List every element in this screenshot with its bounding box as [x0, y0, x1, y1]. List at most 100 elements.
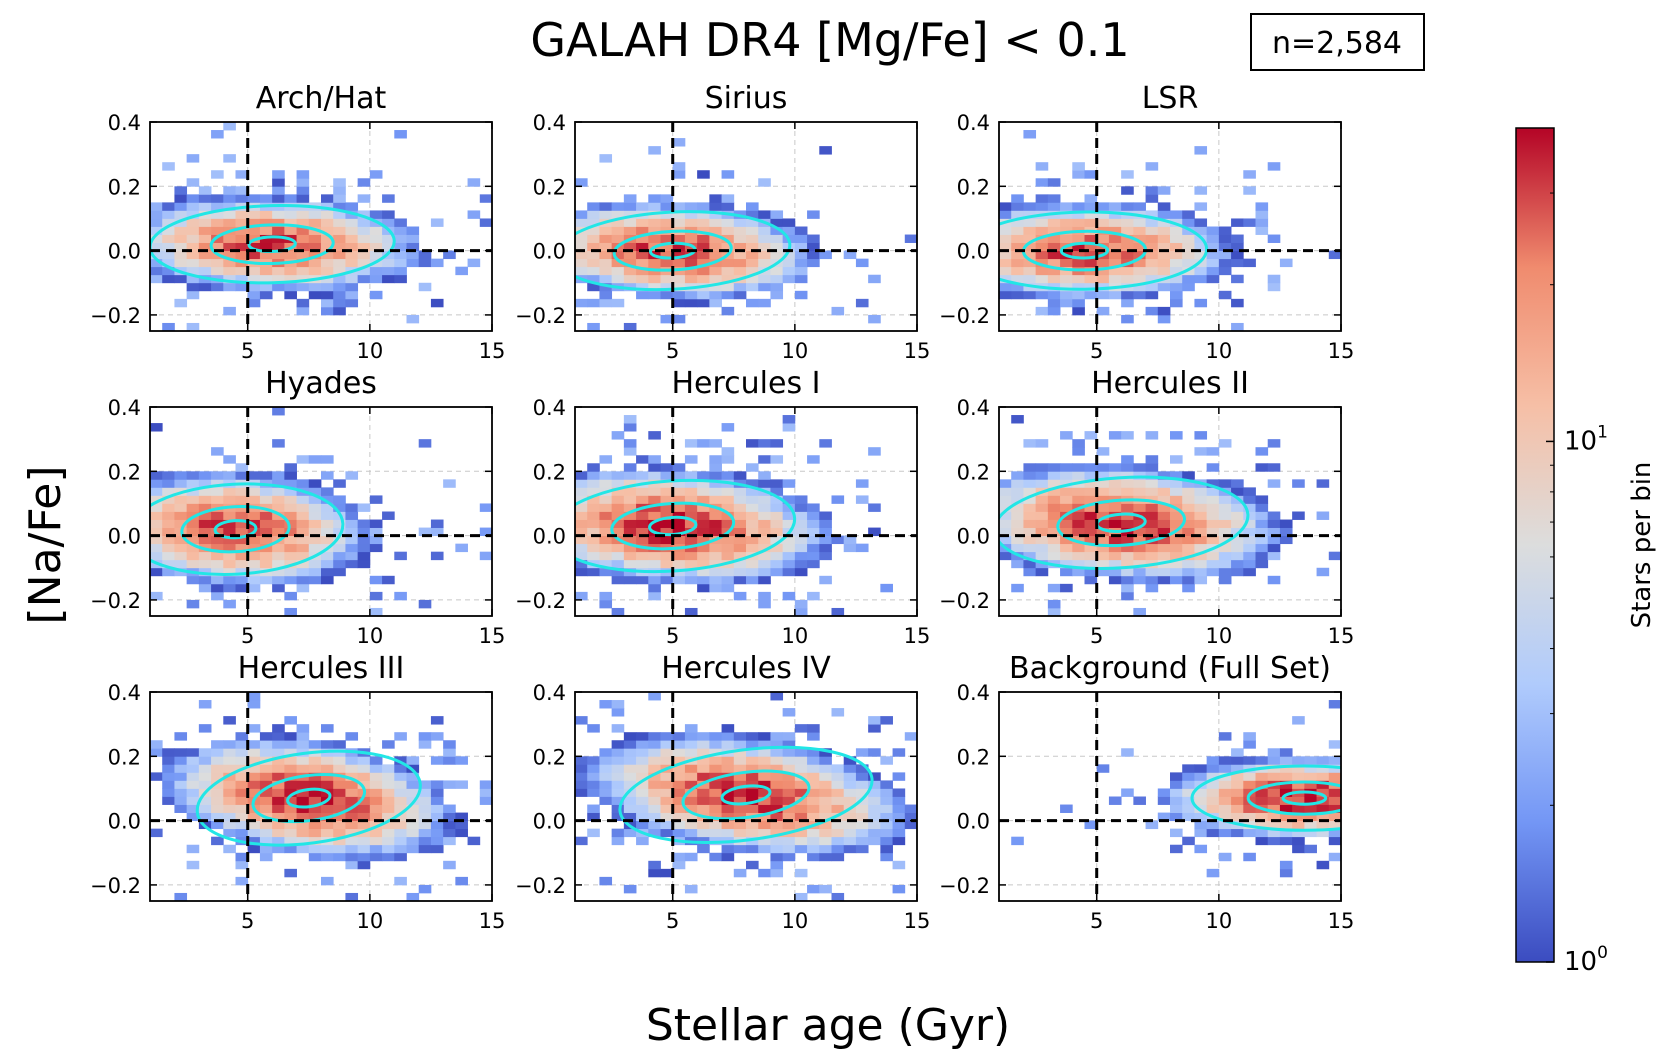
hist-cell	[648, 559, 661, 569]
hist-cell	[697, 551, 710, 561]
hist-cell	[1023, 503, 1037, 512]
hist-cell	[660, 527, 674, 537]
hist-cell	[721, 852, 735, 862]
hist-cell	[807, 748, 820, 757]
hist-cell	[1231, 772, 1244, 781]
hist-cell	[418, 836, 432, 846]
hist-cell	[443, 740, 456, 749]
hist-cell	[162, 764, 175, 773]
hist-cell	[308, 519, 322, 528]
hist-cell	[394, 234, 407, 243]
hist-cell	[418, 788, 432, 797]
hist-cell	[1108, 463, 1122, 472]
hist-cell	[198, 242, 212, 252]
hist-cell	[345, 756, 359, 765]
hist-cell	[733, 519, 747, 528]
hist-cell	[1035, 519, 1049, 528]
y-tick-label: 0.4	[533, 396, 566, 420]
hist-cell	[1267, 234, 1281, 243]
hist-cell	[272, 487, 285, 496]
hist-cell	[1023, 495, 1037, 504]
hist-cell	[443, 748, 456, 757]
hist-cell	[259, 788, 273, 797]
hist-cell	[382, 575, 395, 585]
hist-cell	[758, 764, 771, 773]
hist-cell	[868, 836, 881, 846]
hist-cell	[418, 780, 432, 789]
y-tick-label: 0.0	[533, 525, 566, 549]
hist-cell	[807, 844, 820, 854]
hist-cell	[770, 756, 784, 765]
hist-cell	[333, 194, 346, 203]
hist-cell	[758, 559, 771, 569]
hist-cell	[1060, 567, 1073, 577]
hist-cell	[599, 210, 613, 219]
hist-cell	[259, 828, 273, 838]
hist-cell	[892, 788, 906, 797]
y-tick-label: 0.2	[533, 745, 566, 769]
hist-cell	[733, 567, 747, 577]
hist-cell	[1316, 828, 1330, 838]
hist-cell	[198, 495, 212, 504]
contour-line	[575, 478, 797, 574]
hist-cell	[479, 527, 492, 537]
hist-cell	[1255, 527, 1269, 537]
hist-cell	[1231, 234, 1244, 243]
hist-cell	[733, 543, 747, 553]
hist-cell	[623, 796, 637, 805]
hist-cell	[430, 551, 444, 561]
hist-cell	[296, 234, 310, 243]
hist-cell	[611, 218, 625, 227]
hist-cell	[1133, 607, 1146, 616]
hist-cell	[1096, 487, 1110, 496]
hist-cell	[807, 258, 820, 268]
hist-cell	[284, 527, 297, 537]
hist-cell	[807, 724, 820, 733]
contour-line	[1190, 764, 1341, 832]
hist-cell	[272, 559, 285, 569]
x-tick-label: 5	[241, 624, 254, 648]
hist-cell	[758, 455, 771, 464]
hist-cell	[1096, 511, 1110, 520]
hist-cell	[1255, 812, 1269, 822]
hist-cell	[721, 455, 735, 464]
hist-cell	[1182, 764, 1195, 773]
hist-cell	[162, 266, 175, 276]
hist-cell	[587, 519, 600, 528]
hist-cell	[1206, 559, 1220, 569]
hist-cell	[1206, 567, 1220, 577]
hist-cell	[721, 447, 735, 456]
hist-cell	[636, 250, 649, 260]
hist-cell	[1279, 836, 1293, 846]
colorbar-gradient	[1515, 127, 1555, 963]
hist-cell	[999, 503, 1012, 512]
hist-cell	[672, 551, 686, 561]
hist-cell	[272, 186, 285, 195]
hist-cell	[880, 828, 893, 838]
hist-cell	[1060, 487, 1073, 496]
hist-cell	[1279, 868, 1293, 878]
hist-cell	[709, 242, 722, 252]
hist-cell	[284, 740, 297, 749]
hist-cell	[1267, 274, 1281, 284]
hist-cell	[1121, 234, 1134, 243]
hist-cell	[284, 812, 297, 822]
hist-cell	[1267, 812, 1281, 822]
hist-cell	[1047, 543, 1061, 553]
hist-cell	[587, 487, 600, 496]
hist-cell	[1182, 242, 1195, 252]
hist-cell	[721, 764, 735, 773]
hist-cell	[259, 519, 273, 528]
hist-cell	[150, 535, 163, 545]
hist-cell	[892, 860, 906, 870]
hist-cell	[684, 748, 698, 757]
hist-cell	[1255, 551, 1269, 561]
hist-cell	[660, 495, 674, 504]
hist-cell	[1292, 511, 1305, 520]
hist-cell	[394, 258, 407, 268]
hist-cell	[162, 551, 175, 561]
hist-cell	[394, 226, 407, 235]
hist-cell	[296, 836, 310, 846]
